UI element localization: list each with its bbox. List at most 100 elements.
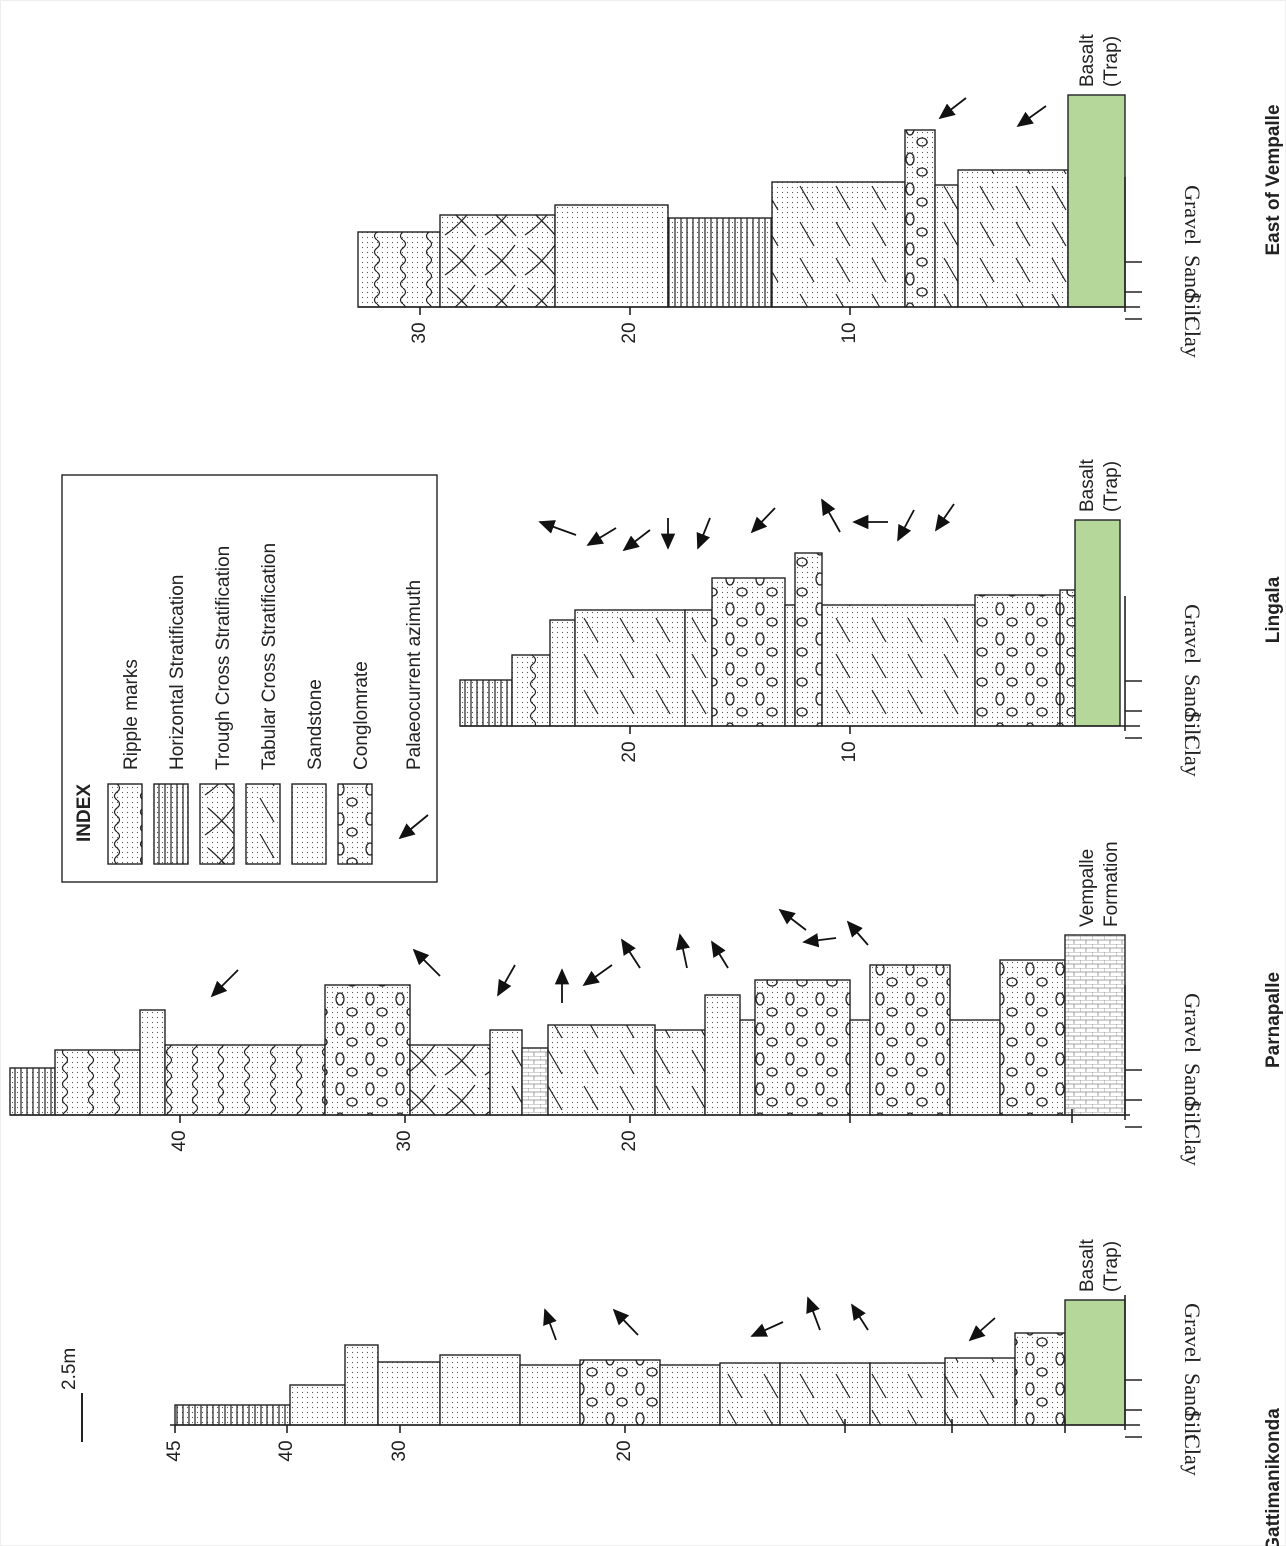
grain-size-label: Silt — [1180, 1100, 1205, 1131]
legend-swatch — [291, 783, 327, 865]
legend-arrow — [398, 814, 429, 840]
legend-label: Sandstone — [305, 679, 326, 770]
legend-swatch-texture — [338, 784, 372, 864]
bed — [344, 1344, 379, 1426]
bed-texture — [655, 1030, 705, 1115]
bed-texture — [440, 215, 555, 307]
bed — [554, 204, 669, 308]
base-label: Basalt — [1077, 1238, 1098, 1292]
grain-size-label: Silt — [1180, 1410, 1205, 1441]
legend-label: Horizontal Stratification — [167, 575, 188, 770]
bed-texture — [460, 680, 512, 726]
legend-label: Ripple marks — [121, 659, 142, 770]
tick-label: 30 — [394, 1130, 415, 1151]
base-label: (Trap) — [1101, 36, 1122, 87]
grain-size-label: Sand — [1180, 1063, 1205, 1107]
basalt — [1067, 94, 1126, 308]
grain-size-label: Sand — [1180, 255, 1205, 299]
bed — [739, 1019, 756, 1116]
bed-texture — [822, 605, 975, 726]
tick-label: 40 — [169, 1130, 190, 1151]
tick-label: 30 — [409, 322, 430, 343]
tick-label: 30 — [389, 1440, 410, 1461]
bed — [704, 994, 741, 1116]
bed — [139, 1009, 166, 1116]
bed-texture — [905, 130, 935, 307]
section-name: Gattimanikonda — [1263, 1408, 1284, 1546]
basalt — [1064, 1299, 1126, 1426]
tick-label: 40 — [276, 1440, 297, 1461]
scale-bar-label: 2.5m — [59, 1348, 80, 1390]
bed-texture — [772, 182, 905, 307]
bed — [521, 1047, 549, 1116]
bed — [377, 1361, 441, 1426]
base-label: (Trap) — [1101, 461, 1122, 512]
base-label: Formation — [1101, 841, 1122, 927]
legend-swatch-texture — [154, 784, 188, 864]
bed — [784, 604, 796, 727]
bed-texture — [1000, 960, 1065, 1115]
grain-size-label: Sand — [1180, 674, 1205, 718]
base-label: Basalt — [1077, 33, 1098, 87]
bed-texture — [490, 1030, 522, 1115]
grain-size-label: Clay — [1180, 735, 1205, 777]
section-name: Parnapalle — [1263, 972, 1284, 1068]
bed — [519, 1364, 581, 1426]
grain-size-label: Gravel — [1180, 185, 1205, 245]
bed-texture — [358, 232, 440, 307]
grain-size-label: Clay — [1180, 1124, 1205, 1166]
grain-size-label: Clay — [1180, 1434, 1205, 1476]
bed-texture — [755, 980, 850, 1115]
tick-label: 20 — [619, 322, 640, 343]
legend-label: Palaeocurrent azimuth — [404, 580, 425, 770]
bed-texture — [575, 610, 685, 726]
tick-label: 45 — [164, 1440, 185, 1461]
legend-label: Conglomrate — [351, 661, 372, 770]
legend-swatch-texture — [200, 784, 234, 864]
bed — [439, 1354, 521, 1426]
grain-size-label: Clay — [1180, 316, 1205, 358]
arrows — [210, 97, 1047, 1342]
bed-texture — [870, 965, 950, 1115]
bed-texture — [1060, 590, 1075, 726]
bed-texture — [685, 610, 712, 726]
bed-texture — [55, 1050, 140, 1115]
legend-label: Tabular Cross Stratification — [259, 543, 280, 770]
bed-texture — [720, 1363, 780, 1425]
legend-label: Trough Cross Stratification — [213, 546, 234, 770]
bed-texture — [945, 1358, 1015, 1425]
bed — [949, 1019, 1001, 1116]
bed-texture — [410, 1045, 490, 1115]
bed-texture — [870, 1363, 945, 1425]
grain-size-label: Gravel — [1180, 604, 1205, 664]
tick-label: 20 — [614, 1440, 635, 1461]
base-label: (Trap) — [1101, 1241, 1122, 1292]
tick-label: 20 — [619, 1130, 640, 1151]
grain-size-label: Gravel — [1180, 993, 1205, 1053]
grain-size-label: Silt — [1180, 711, 1205, 742]
bed-texture — [1015, 1333, 1065, 1425]
bed — [289, 1384, 346, 1426]
base-label: Vempalle — [1077, 849, 1098, 927]
bed-texture — [548, 1025, 655, 1115]
tick-label: 20 — [619, 741, 640, 762]
bed-texture — [712, 578, 785, 726]
bed — [659, 1364, 721, 1426]
basalt — [1074, 519, 1121, 727]
bed — [849, 1019, 871, 1116]
bed-texture — [780, 1363, 870, 1425]
bed-texture — [958, 170, 1068, 307]
bed-texture — [175, 1405, 290, 1425]
grain-size-label: Sand — [1180, 1373, 1205, 1417]
grain-size-label: Gravel — [1180, 1303, 1205, 1363]
tick-label: 10 — [839, 322, 860, 343]
legend-title: INDEX — [74, 784, 95, 842]
bed-texture — [325, 985, 410, 1115]
tick-label: 10 — [839, 741, 860, 762]
base-label: Basalt — [1077, 458, 1098, 512]
bed-texture — [580, 1360, 660, 1425]
bed-texture — [795, 553, 822, 726]
